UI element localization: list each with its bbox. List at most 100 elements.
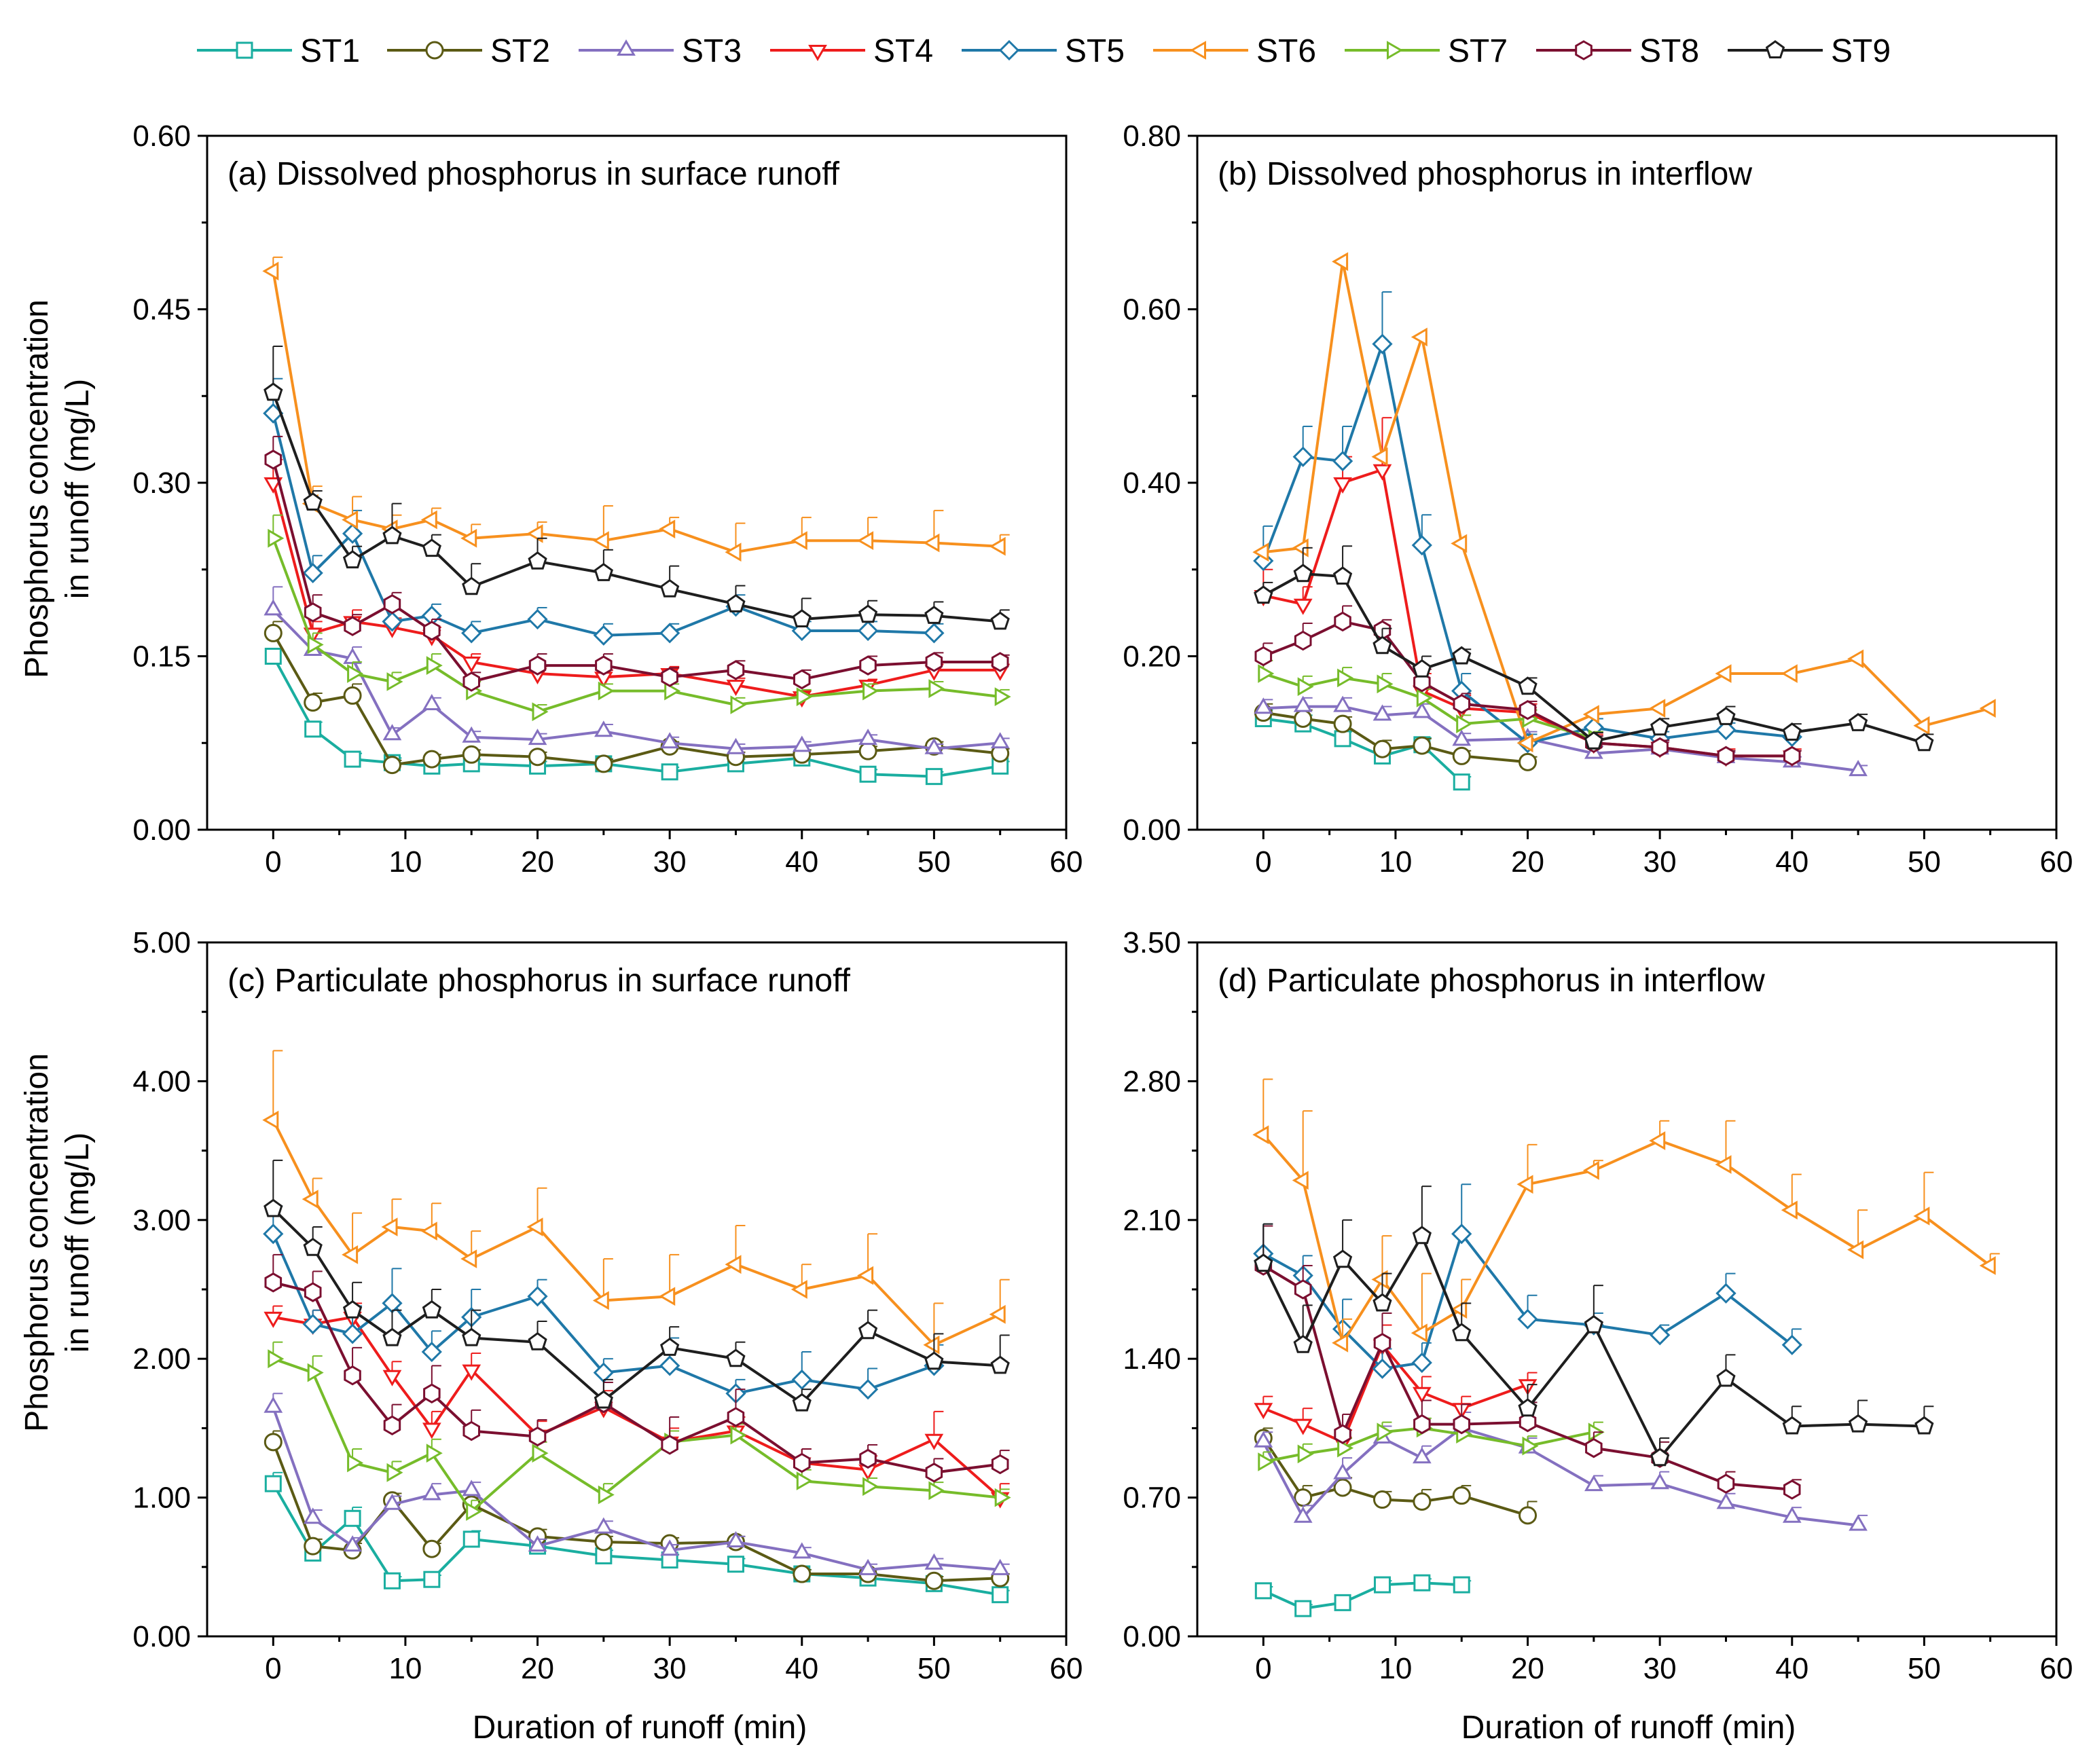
data-point [304, 693, 323, 712]
series-line [272, 459, 1000, 683]
series-line [272, 1119, 1001, 1346]
data-point [1372, 704, 1392, 721]
data-point [1848, 713, 1868, 731]
data-point [1782, 1506, 1802, 1523]
legend-label: ST5 [1065, 33, 1125, 69]
data-point [1783, 746, 1801, 767]
series-line [272, 1407, 1000, 1571]
legend-marker-triangle-right [1387, 41, 1403, 60]
data-point [527, 1286, 548, 1307]
data-point [462, 1420, 480, 1441]
data-point [528, 729, 547, 746]
data-point [382, 611, 403, 632]
data-point [268, 1349, 285, 1369]
data-point [1584, 731, 1603, 750]
data-point [994, 687, 1011, 707]
data-point [990, 732, 1010, 749]
data-point [303, 1507, 323, 1524]
data-point [347, 664, 364, 683]
data-point [1847, 649, 1864, 669]
series-st8 [264, 1253, 1010, 1483]
data-point [422, 750, 441, 769]
data-point [727, 660, 745, 680]
data-point [796, 1471, 813, 1490]
data-point [528, 1535, 547, 1552]
data-point [304, 1282, 322, 1302]
data-point [790, 1280, 807, 1299]
series-st1 [264, 648, 1010, 786]
data-point [1456, 714, 1473, 734]
data-point [342, 550, 363, 569]
data-point [263, 1311, 283, 1328]
data-point [528, 748, 547, 767]
y-tick-label: 1.00 [132, 1482, 191, 1515]
data-point [1519, 752, 1538, 771]
data-point [307, 635, 324, 655]
data-point [303, 492, 323, 511]
data-point [1293, 1506, 1313, 1523]
data-point [1372, 464, 1392, 481]
x-tick-label: 50 [1908, 845, 1941, 879]
series-line [272, 270, 1000, 554]
x-axis-title-left: Duration of runoff (min) [473, 1710, 807, 1746]
data-point [1518, 1398, 1538, 1417]
data-point [1849, 760, 1868, 777]
data-point [1254, 1253, 1273, 1272]
data-point [1254, 1582, 1272, 1600]
data-point [1650, 1473, 1669, 1490]
data-point [858, 604, 878, 623]
series-st8 [264, 435, 1010, 692]
data-point [792, 1542, 812, 1559]
data-point [462, 745, 481, 764]
data-point [262, 261, 279, 281]
data-point [421, 1341, 442, 1363]
data-point [532, 702, 549, 722]
data-point [924, 1571, 943, 1590]
x-tick-label: 20 [521, 1652, 554, 1685]
data-point [422, 1300, 441, 1319]
data-point [1913, 716, 1930, 735]
data-point [991, 1454, 1009, 1475]
data-point [342, 1300, 363, 1319]
legend-marker-triangle-down [808, 45, 827, 61]
series-st7 [1258, 1417, 1605, 1471]
data-point [263, 382, 283, 401]
data-point [426, 1444, 443, 1463]
series-line [272, 1483, 1001, 1596]
data-point [1294, 1600, 1312, 1617]
data-point [1371, 1270, 1388, 1289]
data-point [1717, 746, 1735, 767]
data-point [1650, 1325, 1671, 1346]
data-point [857, 531, 874, 550]
data-point [1782, 1416, 1802, 1435]
data-point [1452, 729, 1472, 746]
data-point [466, 1502, 483, 1521]
data-point [302, 1313, 323, 1335]
data-point [422, 538, 441, 557]
y-tick-label: 0.20 [1123, 640, 1181, 674]
data-point [1849, 1514, 1868, 1531]
data-point [793, 669, 811, 690]
data-point [858, 729, 877, 746]
data-point [1254, 1431, 1273, 1448]
data-point [1333, 695, 1352, 712]
data-point [263, 477, 283, 494]
data-point [304, 602, 322, 623]
series-line [1262, 1133, 1991, 1344]
data-point [1584, 1315, 1603, 1334]
data-point [422, 693, 441, 710]
data-point [792, 735, 812, 752]
data-point [1519, 699, 1537, 720]
data-point [1333, 714, 1352, 733]
y-tick-label: 0.40 [1123, 466, 1181, 500]
legend-item-st4: ST4 [770, 33, 933, 69]
data-point [1979, 699, 1996, 718]
data-point [796, 687, 813, 707]
data-point [923, 1335, 940, 1355]
series-line [272, 1441, 1000, 1583]
x-tick-label: 30 [653, 845, 687, 879]
legend-label: ST8 [1639, 33, 1699, 69]
panel-b-dissolved-interflow: 0.00 0.20 0.40 0.60 0.80 0 10 20 30 40 50 60 (b) Dis… [1123, 120, 2073, 879]
x-tick-label: 30 [1643, 1652, 1677, 1685]
data-point [1416, 688, 1433, 708]
